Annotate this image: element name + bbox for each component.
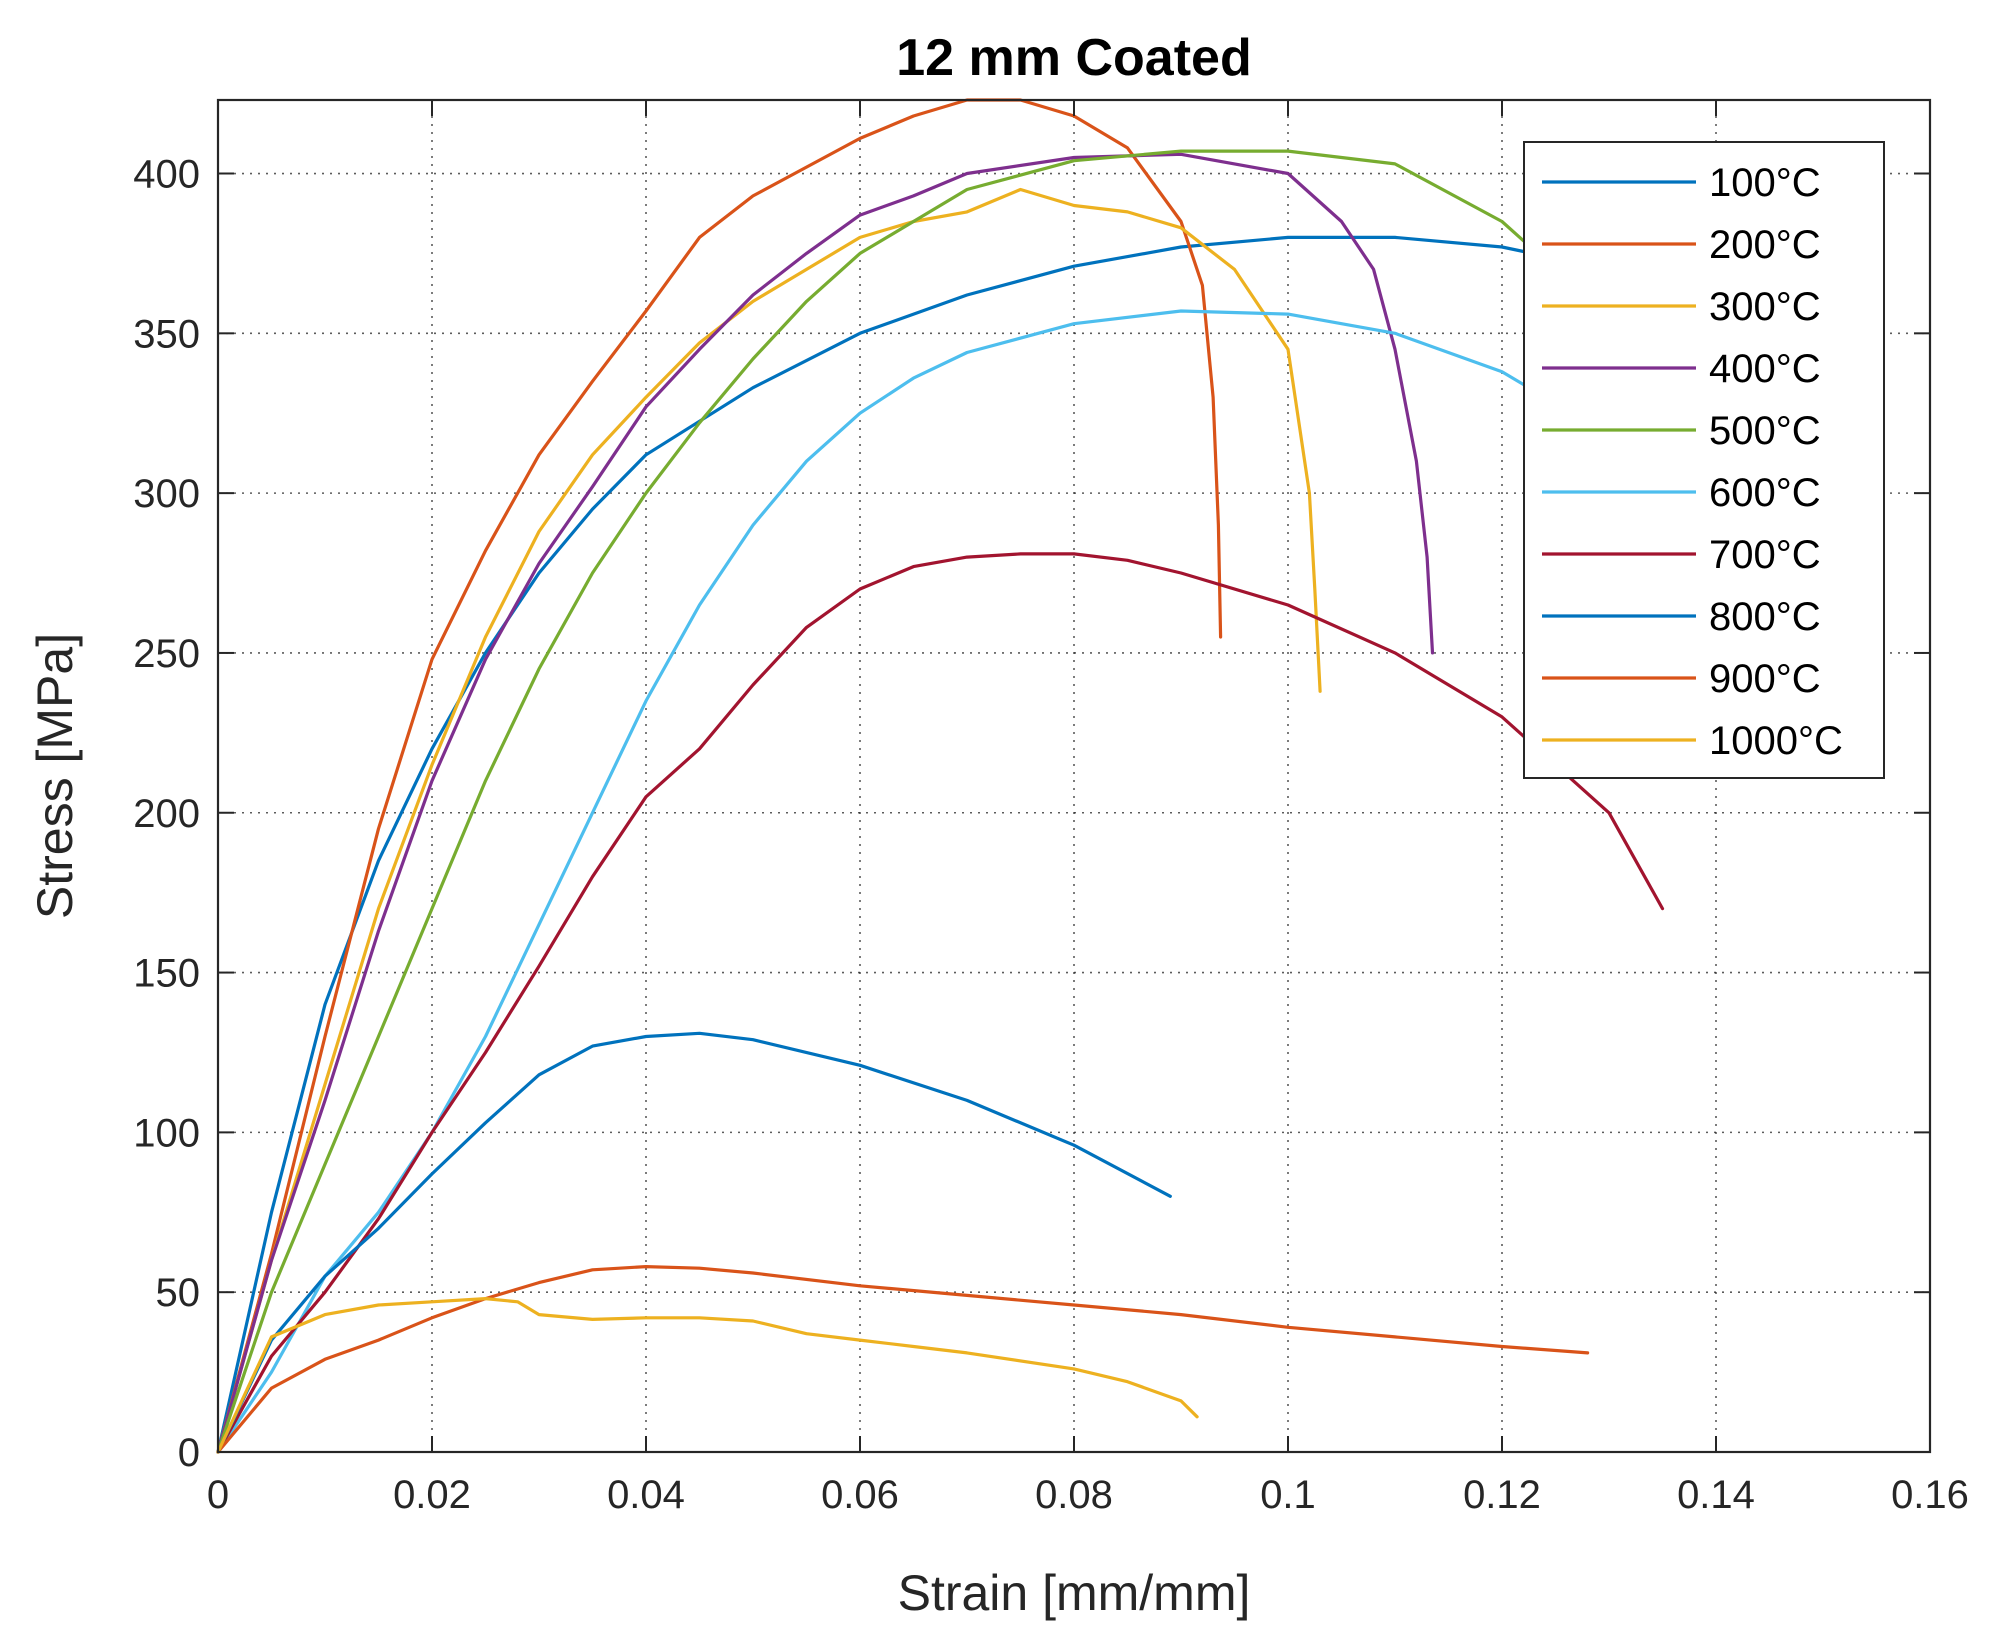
x-axis-ticks: 0 0.02 0.04 0.06 0.08 0.1 0.12 0.14 0.16 [207,100,1969,1517]
x-tick-label: 0.08 [1035,1473,1113,1517]
series-line-3 [216,187,1322,1454]
series-group [216,98,1793,1454]
y-tick-label: 300 [133,472,200,516]
chart-title: 12 mm Coated [896,29,1251,87]
legend-label-2: 200°C [1709,223,1821,267]
legend-box [1523,141,1885,779]
legend-label-4: 400°C [1709,347,1821,391]
legend-label-1: 100°C [1709,161,1821,205]
y-tick-label: 150 [133,952,200,996]
series-line-9 [216,1264,1590,1454]
y-tick-label: 200 [133,792,200,836]
x-tick-label: 0.14 [1677,1473,1755,1517]
x-tick-label: 0.1 [1260,1473,1316,1517]
x-tick-label: 0.12 [1463,1473,1541,1517]
y-tick-label: 50 [156,1271,201,1315]
legend-label-3: 300°C [1709,285,1821,329]
y-tick-label: 0 [178,1431,200,1475]
x-tick-label: 0 [207,1473,229,1517]
y-axis-ticks: 0 50 100 150 200 250 300 350 400 [133,153,1930,1475]
legend: 100°C 200°C 300°C 400°C 500°C 600°C 700°C 800°C… [1523,141,1885,779]
series-line-7 [216,552,1665,1454]
legend-label-7: 700°C [1709,533,1821,577]
legend-label-6: 600°C [1709,471,1821,515]
y-tick-label: 350 [133,312,200,356]
legend-label-10: 1000°C [1709,719,1843,763]
y-axis-label: Stress [MPa] [27,633,83,919]
x-tick-label: 0.06 [821,1473,899,1517]
series-line-2 [216,98,1223,1454]
x-tick-label: 0.04 [607,1473,685,1517]
x-tick-label: 0.02 [393,1473,471,1517]
legend-label-9: 900°C [1709,657,1821,701]
y-tick-label: 400 [133,153,200,197]
grid [218,100,1930,1452]
series-line-8 [216,1031,1172,1454]
legend-label-8: 800°C [1709,595,1821,639]
legend-label-5: 500°C [1709,409,1821,453]
x-tick-label: 0.16 [1891,1473,1969,1517]
y-tick-label: 100 [133,1111,200,1155]
series-line-10 [216,1296,1199,1454]
x-axis-label: Strain [mm/mm] [898,1565,1251,1621]
y-tick-label: 250 [133,632,200,676]
series-line-4 [216,152,1435,1454]
